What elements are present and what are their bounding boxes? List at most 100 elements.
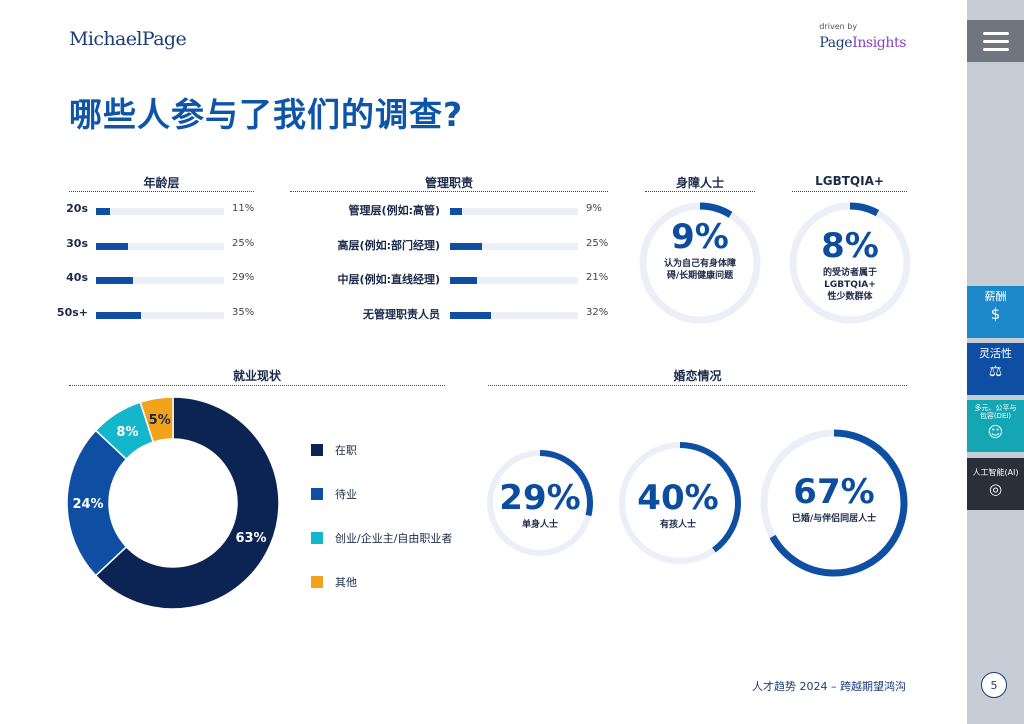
- employment-legend: 在职 待业 创业/企业主/自由职业者 其他: [311, 442, 452, 590]
- disability-divider: [645, 191, 755, 192]
- disability-ring-value: 9%: [671, 217, 729, 257]
- sidebar-tab-label: 薪酬: [984, 290, 1007, 303]
- bar-value-label: 25%: [586, 237, 609, 249]
- bar-category-label: 无管理职责人员: [363, 307, 440, 321]
- donut-value-label: 5%: [149, 413, 171, 428]
- children-ring-text: 40% 有孩人士: [618, 481, 738, 531]
- legend-swatch: [311, 532, 323, 544]
- bar-category-label: 高层(例如:部门经理): [337, 238, 440, 252]
- balance-person-icon: ⚖: [988, 362, 1003, 381]
- partnered-ring-arc: [760, 429, 908, 577]
- robot-icon: ◎: [988, 479, 1003, 498]
- sidebar-tab-label: 灵活性: [979, 347, 1012, 360]
- lgbtqia-ring-value: 8%: [821, 226, 879, 266]
- disability-ring-arc: [639, 202, 761, 324]
- sidebar-tab-label: 人工智能(AI): [972, 468, 1019, 477]
- legend-item-other: 其他: [311, 574, 452, 590]
- bar-track: [450, 277, 578, 284]
- page-insights-logo: driven by PageInsights: [819, 22, 906, 51]
- marital-section-title: 婚恋情况: [673, 369, 722, 383]
- legend-swatch: [311, 576, 323, 588]
- partnered-ring-text: 67% 已婚/与伴侣同居人士: [764, 475, 904, 525]
- driven-by-text: driven by: [819, 22, 858, 31]
- bar: [450, 311, 491, 319]
- bar-track: [450, 311, 578, 319]
- employment-divider: [69, 385, 445, 386]
- hamburger-icon-line: [982, 39, 1009, 43]
- bar-value-label: 21%: [586, 272, 609, 283]
- legend-label: 在职: [335, 444, 357, 457]
- bar: [96, 277, 134, 284]
- page-number-text: 5: [990, 678, 998, 692]
- bar-track: [450, 242, 578, 250]
- bar-track: [96, 208, 224, 215]
- sidebar-tab-dei[interactable]: 多元、公平与 包容(DEI) ☺: [967, 400, 1024, 452]
- lgbtqia-ring-arc: [789, 202, 911, 324]
- children-ring-value: 40%: [637, 478, 719, 518]
- donut-value-label: 8%: [116, 425, 138, 440]
- bar-track: [96, 242, 224, 250]
- bar-category-label: 中层(例如:直线经理): [337, 273, 440, 286]
- hamburger-icon-line: [982, 47, 1009, 51]
- children-ring-desc: 有孩人士: [659, 520, 696, 530]
- sidebar-tab-ai[interactable]: 人工智能(AI) ◎: [967, 458, 1024, 510]
- page-title: 哪些人参与了我们的调查?: [69, 95, 464, 134]
- lgbtqia-divider: [792, 191, 907, 192]
- bar-track: [96, 277, 224, 284]
- single-ring-value: 29%: [499, 478, 581, 518]
- page-insights-wordmark: PageInsights: [819, 35, 906, 51]
- bar-value-label: 29%: [232, 272, 255, 283]
- single-ring-text: 29% 单身人士: [480, 481, 600, 531]
- bar-value-label: 11%: [232, 203, 255, 214]
- legend-label: 其他: [335, 576, 357, 589]
- single-ring-desc: 单身人士: [521, 520, 558, 530]
- age-divider: [69, 191, 254, 192]
- bar: [96, 311, 141, 319]
- donut-value-label: 24%: [72, 497, 103, 512]
- legend-swatch: [311, 444, 323, 456]
- management-section-title: 管理职责: [424, 176, 473, 190]
- bar: [96, 208, 111, 215]
- bar-category-label: 管理层(例如:高管): [348, 204, 440, 217]
- donut-value-label: 63%: [235, 531, 266, 546]
- disability-ring-desc: 认为自己有身体障 碍/长期健康问题: [663, 259, 736, 282]
- bar-category-label: 20s: [66, 202, 88, 215]
- legend-item-unemployed: 待业: [311, 486, 452, 502]
- sidebar-tab-salary[interactable]: 薪酬 $: [967, 286, 1024, 338]
- legend-item-employed: 在职: [311, 442, 452, 458]
- page-number[interactable]: 5: [981, 672, 1007, 698]
- bar: [96, 242, 128, 250]
- lgbtqia-section-title: LGBTQIA+: [815, 174, 884, 188]
- bar-value-label: 25%: [232, 237, 255, 249]
- bar-track: [96, 311, 224, 319]
- menu-button[interactable]: [967, 20, 1024, 62]
- bar: [450, 208, 462, 215]
- children-ring-arc: [619, 442, 741, 564]
- management-divider: [290, 191, 608, 192]
- footer-text: 人才趋势 2024 – 跨越期望鸿沟: [752, 680, 906, 693]
- legend-item-entrepreneur: 创业/企业主/自由职业者: [311, 530, 452, 546]
- ring-charts-svg: 63% 24% 8% 5%: [66, 202, 911, 610]
- hamburger-icon-line: [982, 31, 1009, 35]
- legend-swatch: [311, 488, 323, 500]
- sidebar-tab-flexibility[interactable]: 灵活性 ⚖: [967, 343, 1024, 395]
- bar-value-label: 35%: [232, 306, 255, 318]
- employment-section-title: 就业现状: [232, 369, 281, 383]
- legend-label: 创业/企业主/自由职业者: [335, 532, 453, 545]
- bar-value-label: 32%: [586, 306, 609, 318]
- lgbtqia-ring-text: 8% 的受访者属于 LGBTQIA+ 性少数群体: [790, 229, 910, 303]
- bar: [450, 277, 477, 284]
- donut-slice: [139, 396, 174, 444]
- age-section-title: 年龄层: [143, 176, 180, 190]
- partnered-ring-desc: 已婚/与伴侣同居人士: [791, 514, 877, 524]
- bar-category-label: 50s+: [56, 305, 88, 319]
- sidebar-tab-label: 多元、公平与 包容(DEI): [974, 404, 1017, 421]
- michael-page-logo: MichaelPage: [69, 28, 187, 50]
- bar: [450, 242, 482, 250]
- partnered-ring-value: 67%: [793, 472, 875, 512]
- lgbtqia-ring-desc: 的受访者属于 LGBTQIA+ 性少数群体: [822, 268, 877, 303]
- people-group-icon: ☺: [987, 422, 1004, 441]
- single-ring-arc: [487, 450, 593, 556]
- disability-section-title: 身障人士: [675, 176, 724, 190]
- legend-label: 待业: [335, 488, 357, 501]
